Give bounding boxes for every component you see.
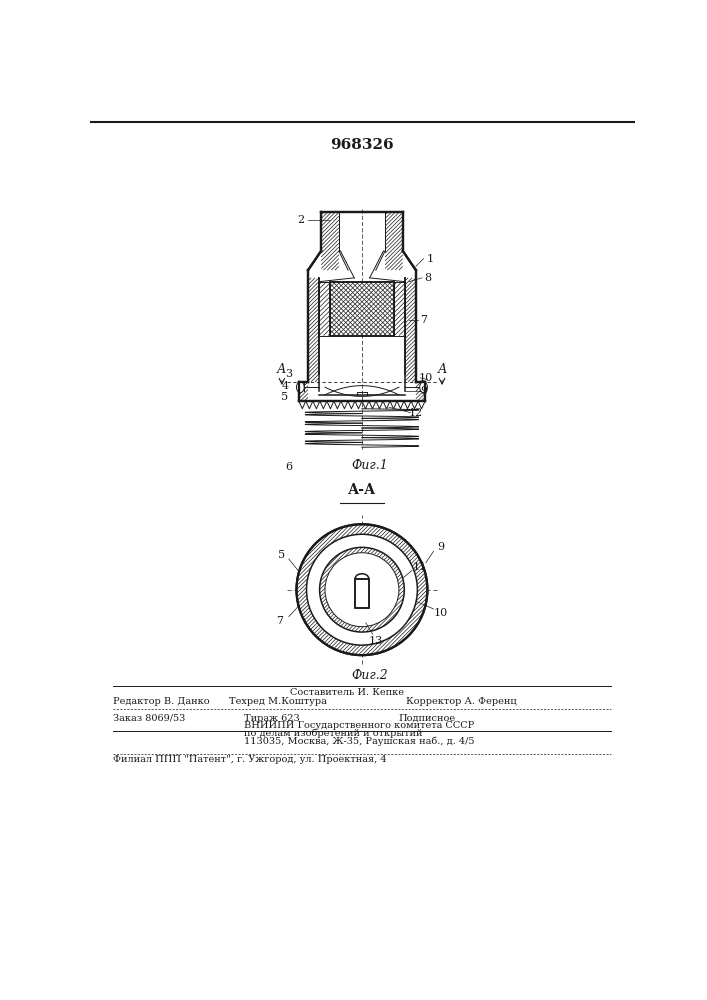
Ellipse shape [420, 382, 428, 393]
Bar [329, 282, 395, 336]
Text: Фиг.1: Фиг.1 [351, 459, 388, 472]
Text: 13: 13 [368, 636, 383, 646]
Text: 113035, Москва, Ж-35, Раушская наб., д. 4/5: 113035, Москва, Ж-35, Раушская наб., д. … [244, 737, 474, 746]
Bar [355, 579, 369, 608]
Text: 3: 3 [285, 369, 293, 379]
Text: Техред М.Коштура: Техред М.Коштура [229, 697, 327, 706]
Text: 5: 5 [281, 392, 288, 402]
Text: Составитель И. Кепке: Составитель И. Кепке [291, 688, 404, 697]
Text: 9: 9 [420, 386, 427, 396]
Text: 8: 8 [423, 273, 431, 283]
Text: Фиг.2: Фиг.2 [351, 669, 388, 682]
Text: 7: 7 [420, 315, 427, 325]
Text: Подписное: Подписное [398, 714, 455, 723]
Ellipse shape [296, 382, 304, 393]
Text: 10: 10 [434, 608, 448, 618]
Text: Заказ 8069/53: Заказ 8069/53 [113, 714, 186, 723]
Text: по делам изобретений и открытий: по делам изобретений и открытий [244, 729, 423, 738]
Bar [355, 579, 369, 608]
Text: 10: 10 [419, 373, 433, 383]
Bar [395, 282, 405, 336]
Text: 4: 4 [281, 381, 288, 391]
Text: А: А [277, 363, 286, 376]
Text: 12: 12 [409, 408, 423, 418]
Text: 5: 5 [278, 550, 285, 560]
Text: Редактор В. Данко: Редактор В. Данко [113, 697, 210, 706]
Text: ВНИИПИ Государственного комитета СССР: ВНИИПИ Государственного комитета СССР [244, 721, 474, 730]
Text: Корректор А. Ференц: Корректор А. Ференц [406, 697, 517, 706]
Text: Филиал ППП "Патент", г. Ужгород, ул. Проектная, 4: Филиал ППП "Патент", г. Ужгород, ул. Про… [113, 755, 387, 764]
Text: 968326: 968326 [330, 138, 394, 152]
Text: 11: 11 [413, 562, 427, 572]
Bar [319, 282, 329, 336]
Text: Тираж 623: Тираж 623 [244, 714, 300, 723]
Text: А: А [438, 363, 447, 376]
Text: 6: 6 [285, 462, 293, 472]
Text: 7: 7 [276, 615, 283, 626]
Text: А-А: А-А [348, 483, 376, 497]
Bar [329, 282, 395, 336]
Text: 2: 2 [297, 215, 304, 225]
Circle shape [296, 524, 428, 655]
Text: 1: 1 [426, 254, 433, 264]
Text: 9: 9 [438, 542, 445, 552]
